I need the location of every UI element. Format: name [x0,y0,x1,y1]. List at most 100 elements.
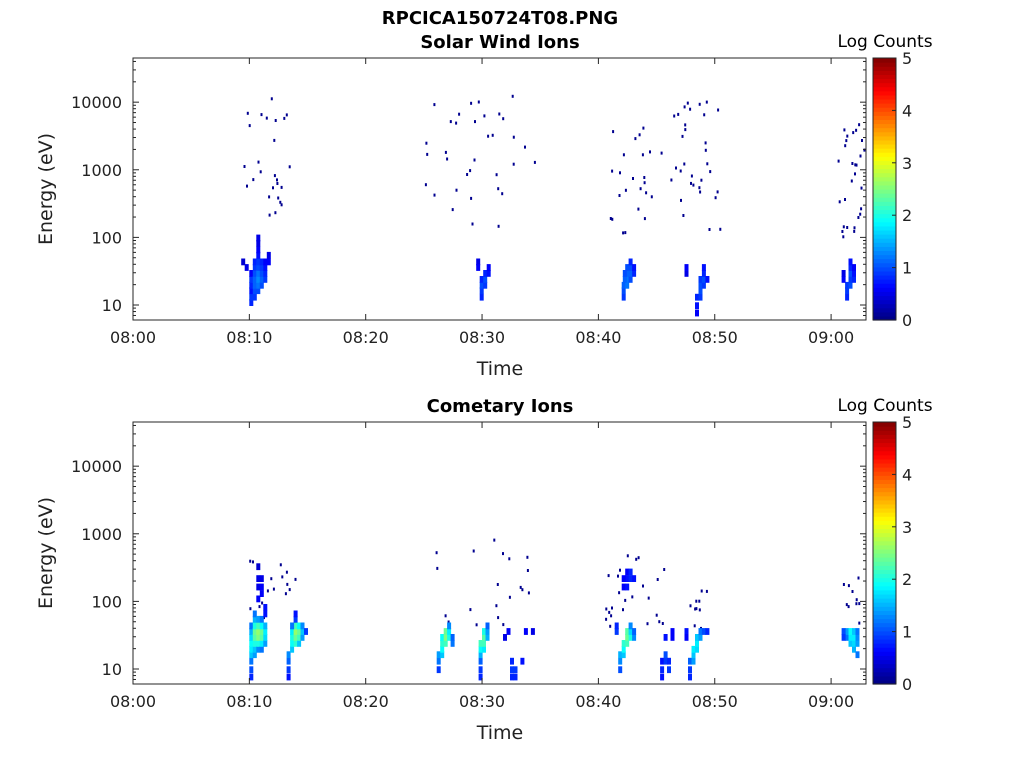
top-colorbar-segment [873,238,896,243]
top-sparse-dot [426,152,429,156]
bottom-sparse-dot [647,596,650,600]
top-y-tick-label: 100 [91,228,122,247]
top-sparse-dot [643,176,646,179]
top-colorbar-segment [873,225,896,231]
bottom-sparse-dot [502,623,505,627]
top-sparse-dot [424,183,427,187]
top-heat-cell [249,276,254,283]
bottom-heat-cell [300,622,305,630]
bottom-sparse-dot [619,568,621,572]
top-heat-cell [263,276,268,283]
top-colorbar-segment [873,229,896,235]
bottom-heat-cell [855,640,860,647]
top-heat-cell [479,276,484,283]
top-colorbar-segment [873,62,896,67]
top-sparse-dot [852,131,855,135]
top-sparse-dot [283,116,286,120]
top-sparse-dot [433,103,436,107]
bottom-sparse-dot [858,602,861,606]
bottom-heat-cell [848,628,853,635]
bottom-colorbar-segment [873,577,896,583]
top-colorbar-segment [873,283,896,288]
top-sparse-dot [612,130,615,134]
bottom-sparse-dot [656,578,659,581]
bottom-heat-cell [614,628,619,635]
top-sparse-dot [470,196,473,200]
bottom-heat-cell [290,634,295,641]
top-heat-cell [256,270,261,277]
bottom-sparse-dot [698,599,701,603]
bottom-x-tick-label: 08:00 [110,692,156,711]
bottom-heat-cell [256,628,261,635]
bottom-heat-cell [256,615,261,623]
bottom-colorbar-segment [873,581,896,587]
top-heat-cell [695,309,699,317]
bottom-heat-cell [618,651,623,659]
bottom-heat-cell [845,634,850,641]
bottom-heat-cell [263,640,268,647]
top-sparse-dot [851,162,854,165]
top-sparse-dot [270,97,273,101]
top-sparse-dot [252,178,255,182]
bottom-heat-cell [513,673,518,681]
top-heat-cell [486,270,491,277]
top-heat-cell [622,270,627,277]
top-sparse-dot [709,170,712,174]
top-sparse-dot [473,158,476,162]
bottom-colorbar-segment [873,565,896,570]
bottom-colorbar-tick-label: 0 [902,675,912,694]
top-sparse-dot [474,120,476,124]
bottom-heat-cell [443,628,448,635]
top-colorbar-segment [873,119,896,125]
bottom-sparse-dot [258,605,261,609]
top-colorbar-segment [873,254,896,260]
bottom-sparse-dot [261,601,264,605]
top-heat-cell [252,270,257,277]
bottom-sparse-dot [285,570,288,574]
top-colorbar-segment [873,279,896,284]
bottom-heat-cell [625,568,630,576]
bottom-heat-cell [621,645,626,653]
top-heat-cell [479,287,484,295]
top-sparse-dot [842,235,845,239]
top-heat-cell [698,293,703,301]
top-x-tick-label: 08:30 [459,328,505,347]
top-sparse-dot [858,123,861,127]
top-colorbar-segment [873,180,896,186]
bottom-heat-cell [855,628,860,635]
top-heat-cell [848,276,853,283]
bottom-sparse-dot [611,606,613,610]
top-heat-cell [621,281,626,289]
top-colorbar-segment [873,250,896,256]
bottom-heat-cell [705,628,710,635]
bottom-heat-cell [513,666,518,674]
top-heat-cell [252,276,257,283]
bottom-heat-cell [510,673,514,681]
bottom-heat-cell [841,628,846,635]
top-colorbar-segment [873,189,896,194]
bottom-heat-cell [249,673,254,681]
top-sparse-dot [844,144,847,148]
bottom-heat-cell [436,657,441,665]
top-colorbar-segment [873,303,896,309]
top-sparse-dot [274,119,277,122]
top-sparse-dot [512,135,515,139]
bottom-heat-cell [503,634,507,641]
bottom-x-axis-label: Time [476,722,524,744]
bottom-heat-cell [614,622,619,630]
top-sparse-dot [677,112,680,116]
top-sparse-dot [632,177,634,180]
bottom-heat-cell [259,583,264,591]
top-sparse-dot [425,141,428,145]
bottom-heat-cell [625,575,630,582]
top-heat-cell [252,281,257,289]
bottom-colorbar-segment [873,638,896,644]
top-x-tick-label: 08:50 [692,328,738,347]
bottom-heat-cell [256,563,261,571]
top-sparse-dot [859,212,862,216]
top-sparse-dot [285,113,288,117]
top-sparse-dot [855,128,858,132]
bottom-heat-cell [628,634,633,641]
bottom-sparse-dot [700,589,703,593]
top-colorbar-segment [873,172,896,178]
